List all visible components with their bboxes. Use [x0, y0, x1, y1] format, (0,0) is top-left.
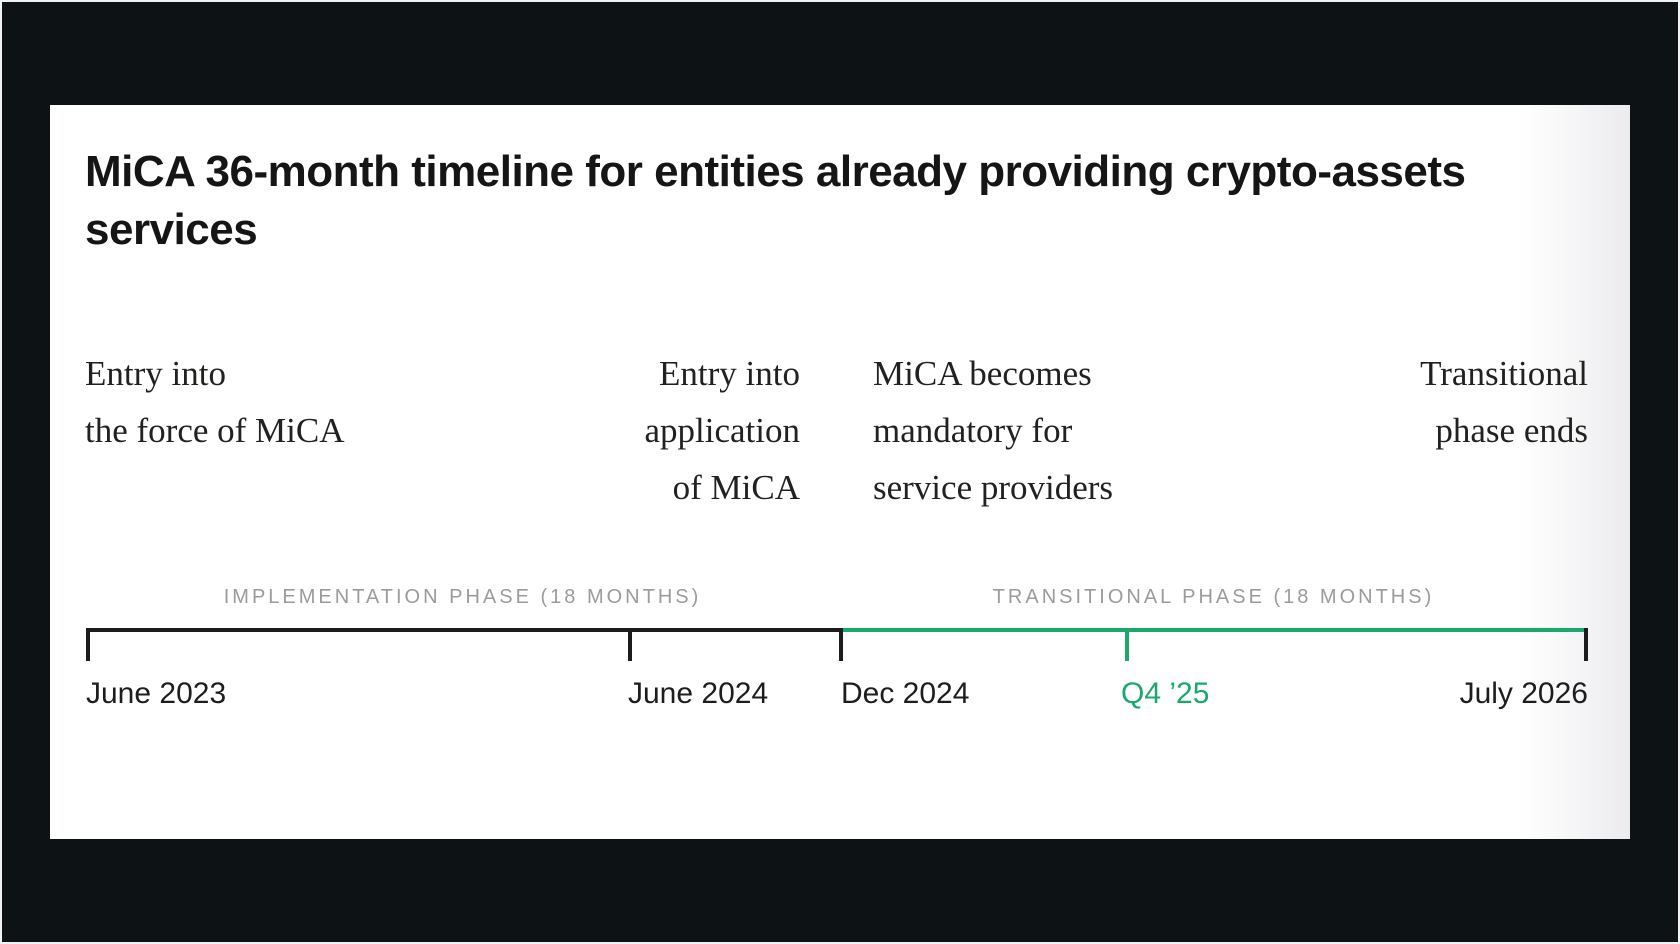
tick-q4-25: [1125, 628, 1129, 661]
date-q4-25: Q4 ’25: [1121, 677, 1210, 710]
segment-transitional-phase: [839, 628, 1588, 632]
event-line: of MiCA: [672, 468, 800, 507]
event-line: Entry into: [85, 354, 226, 393]
event-line: Entry into: [659, 354, 800, 393]
event-line: service providers: [873, 468, 1114, 507]
date-dec-2024: Dec 2024: [841, 677, 970, 710]
event-mica-mandatory: MiCA becomes mandatory for service provi…: [873, 345, 1113, 516]
event-line: mandatory for: [873, 411, 1073, 450]
timeline-axis: [86, 628, 1588, 661]
phase-label-transitional: TRANSITIONAL PHASE (18 MONTHS): [992, 586, 1435, 608]
tick-july-2026: [1584, 628, 1588, 661]
event-line: MiCA becomes: [873, 354, 1092, 393]
date-june-2024: June 2024: [628, 677, 769, 710]
date-july-2026: July 2026: [1459, 677, 1588, 710]
phase-label-implementation: IMPLEMENTATION PHASE (18 MONTHS): [223, 586, 702, 608]
tick-june-2023: [86, 628, 90, 661]
tick-june-2024: [628, 628, 632, 661]
date-june-2023: June 2023: [86, 677, 227, 710]
segment-implementation-phase: [86, 628, 839, 632]
event-entry-into-application: Entry into application of MiCA: [644, 345, 800, 516]
event-transitional-phase-ends: Transitional phase ends: [1420, 345, 1588, 459]
event-line: application: [644, 411, 800, 450]
event-entry-into-force: Entry into the force of MiCA: [85, 345, 345, 459]
event-line: phase ends: [1435, 411, 1588, 450]
event-line: Transitional: [1420, 354, 1588, 393]
chart-title: MiCA 36-month timeline for entities alre…: [85, 147, 1466, 254]
event-line: the force of MiCA: [85, 411, 345, 450]
timeline-card: MiCA 36-month timeline for entities alre…: [50, 105, 1630, 839]
tick-dec-2024: [839, 628, 843, 661]
